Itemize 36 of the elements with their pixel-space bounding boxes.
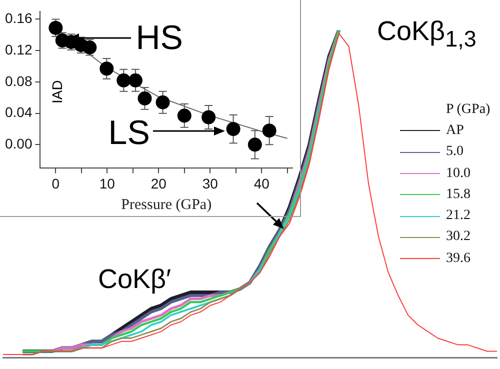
x-tick-label: 30 xyxy=(202,175,218,192)
legend-label: 21.2 xyxy=(446,208,470,224)
legend-label: 5.0 xyxy=(446,144,464,160)
point xyxy=(138,91,152,106)
point xyxy=(202,110,216,124)
x-tick-label: 0 xyxy=(52,175,60,192)
legend-title: P (GPa) xyxy=(445,100,490,119)
point xyxy=(156,95,170,110)
point xyxy=(116,73,131,88)
legend-label: AP xyxy=(446,122,464,139)
point xyxy=(248,138,262,152)
legend-label: 30.2 xyxy=(446,229,470,246)
point xyxy=(82,40,97,54)
y-tick-label: 0.08 xyxy=(5,72,32,89)
x-tick-label: 10 xyxy=(99,175,116,192)
y-tick-label: 0.16 xyxy=(5,10,32,26)
legend-label: 10.0 xyxy=(446,166,470,182)
annotation: LS xyxy=(108,114,150,152)
legend-label: 39.6 xyxy=(446,250,470,267)
x-tick-label: 20 xyxy=(150,175,167,192)
point xyxy=(177,108,192,123)
y-tick-label: 0.00 xyxy=(5,136,32,152)
point xyxy=(48,20,63,35)
y-tick-label: 0.04 xyxy=(5,104,32,120)
legend-label: 15.8 xyxy=(446,186,470,203)
point xyxy=(262,124,276,138)
y-tick-label: 0.12 xyxy=(5,41,32,58)
point xyxy=(100,62,114,76)
y-axis-title: IAD xyxy=(49,80,66,104)
x-axis-title: Pressure (GPa) xyxy=(121,196,212,213)
point xyxy=(128,73,142,88)
annotation: CoKβ′ xyxy=(98,264,172,294)
annotation: CoKβ$_{1,3}$ xyxy=(377,16,476,52)
point xyxy=(226,122,240,136)
x-tick-label: 40 xyxy=(254,175,270,192)
annotation: HS xyxy=(136,18,183,57)
